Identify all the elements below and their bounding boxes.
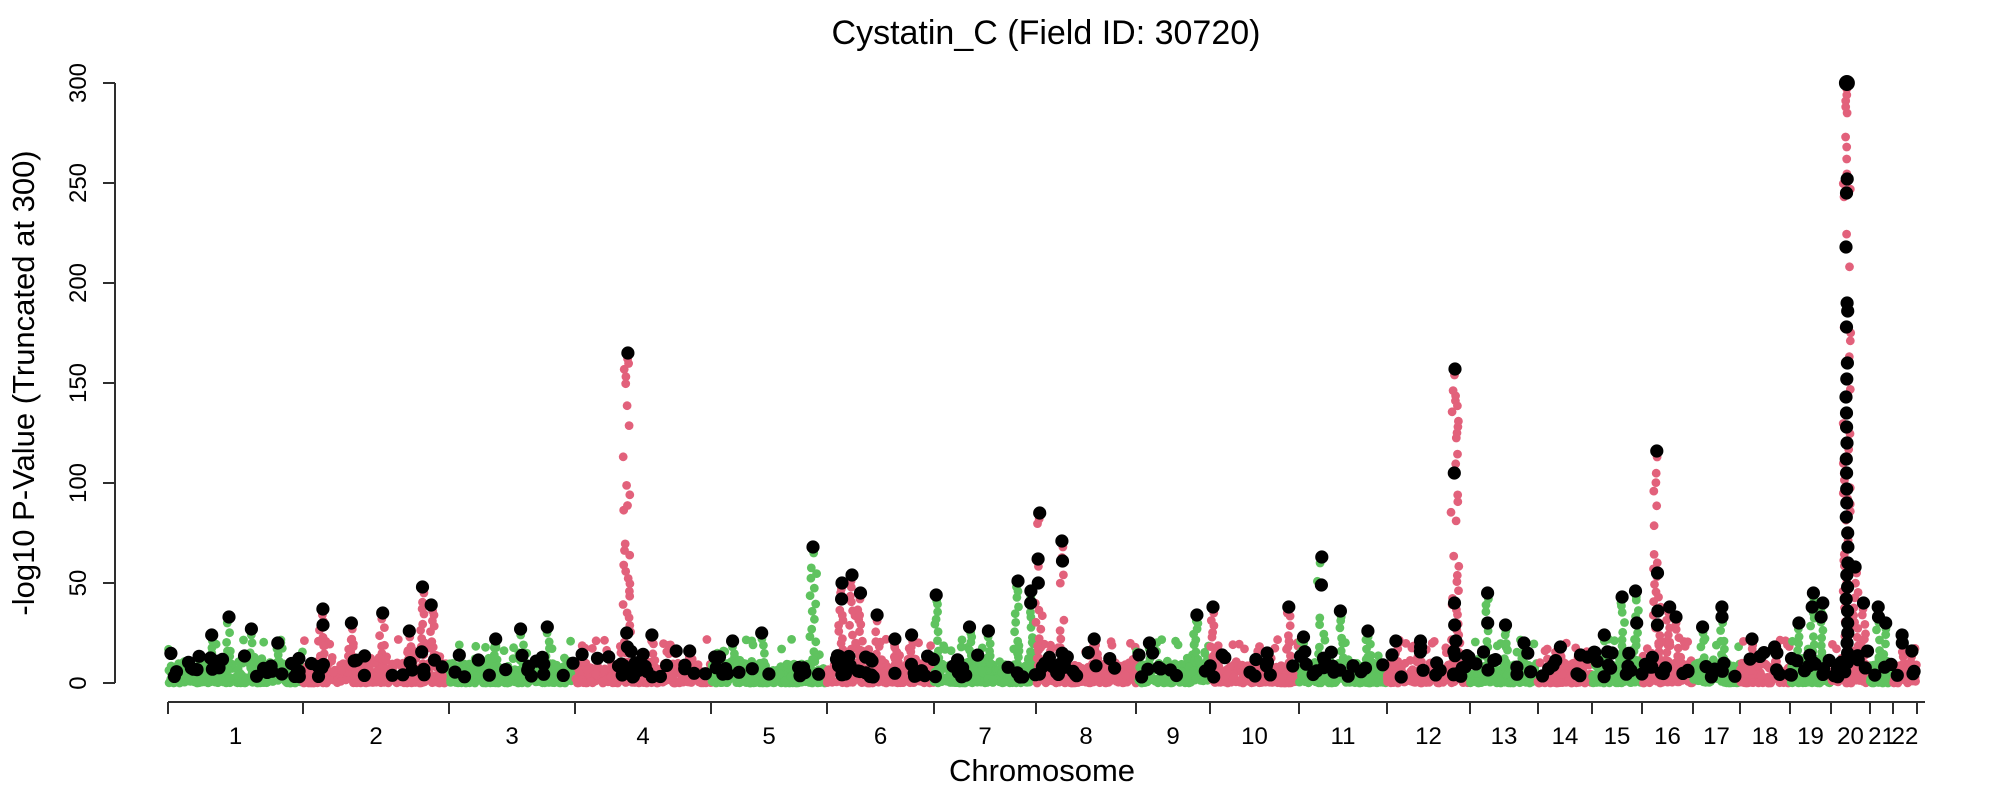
chromosome-tick-label: 22 [1892,723,1919,750]
y-axis: 0 50 100 150 200 250 300 [65,63,116,690]
chromosome-tick-label: 1 [229,723,242,750]
chromosome-tick-label: 3 [505,723,518,750]
chromosome-tick-label: 19 [1797,723,1824,750]
chromosome-tick-label: 15 [1604,723,1631,750]
chromosome-tick-label: 5 [762,723,775,750]
chromosome-tick-label: 7 [978,723,991,750]
y-tick-label: 50 [65,570,92,597]
y-tick-label: 100 [65,463,92,503]
chromosome-tick-label: 2 [369,723,382,750]
colored-points-layer [164,84,1921,688]
y-tick-label: 250 [65,163,92,203]
chromosome-tick-label: 20 [1837,723,1864,750]
chromosome-tick-label: 9 [1166,723,1179,750]
chromosome-tick-label: 18 [1752,723,1779,750]
chromosome-tick-label: 12 [1415,723,1442,750]
chromosome-tick-label: 16 [1654,723,1681,750]
chromosome-tick-label: 6 [874,723,887,750]
x-axis-title: Chromosome [949,753,1135,788]
chromosome-tick-label: 10 [1241,723,1268,750]
chromosome-tick-label: 13 [1491,723,1518,750]
y-tick-label: 0 [65,676,92,689]
y-tick-label: 200 [65,263,92,303]
chromosome-tick-label: 14 [1552,723,1579,750]
chromosome-tick-label: 17 [1703,723,1730,750]
y-tick-label: 300 [65,63,92,103]
chart-title: Cystatin_C (Field ID: 30720) [832,14,1261,52]
chromosome-tick-label: 11 [1331,723,1356,750]
chromosome-tick-label: 21 [1868,723,1895,750]
chromosome-tick-label: 8 [1079,723,1092,750]
y-tick-label: 150 [65,363,92,403]
y-axis-title: -log10 P-Value (Truncated at 300) [6,150,41,615]
highlight-points-layer [164,75,1921,684]
chromosome-tick-label: 4 [636,723,649,750]
